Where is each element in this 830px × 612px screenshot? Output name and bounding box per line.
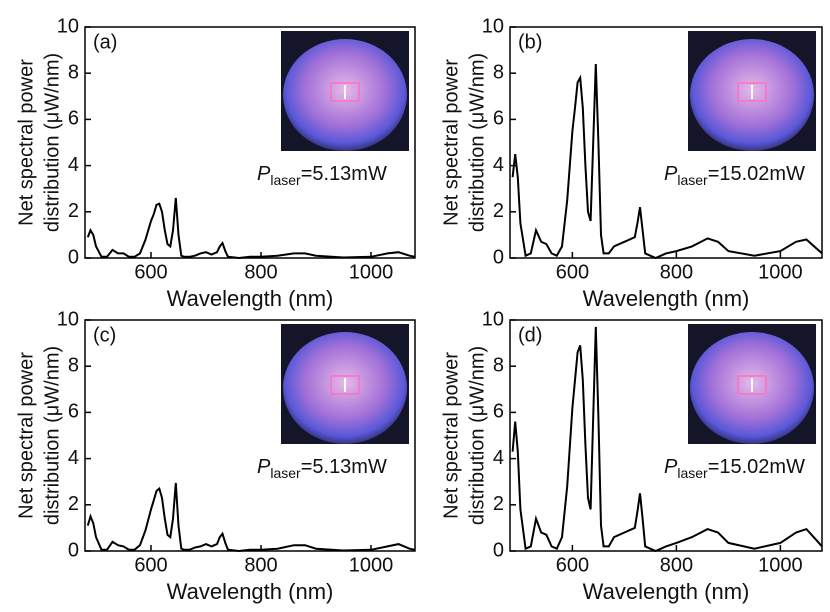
y-axis-label: distribution (μW/nm): [41, 53, 63, 232]
y-tick-label: 8: [493, 61, 504, 83]
y-tick-label: 2: [493, 200, 504, 222]
y-tick-label: 8: [68, 61, 79, 83]
power-value: =5.13mW: [301, 163, 387, 185]
x-tick-label: 1000: [349, 554, 394, 576]
y-tick-label: 6: [68, 108, 79, 130]
x-tick-label: 600: [556, 554, 589, 576]
y-axis-label: Net spectral power: [15, 352, 37, 519]
y-tick-label: 10: [482, 308, 504, 330]
power-symbol: P: [664, 456, 678, 478]
power-value: =15.02mW: [708, 456, 805, 478]
y-tick-label: 0: [493, 539, 504, 561]
power-value: =5.13mW: [301, 456, 387, 478]
power-subscript: laser: [270, 465, 301, 481]
y-tick-label: 4: [68, 447, 79, 469]
panel-label: (c): [93, 324, 116, 346]
y-tick-label: 8: [493, 354, 504, 376]
x-tick-label: 800: [244, 261, 277, 283]
spectrum-line: [511, 63, 823, 260]
x-axis-label: Wavelength (nm): [583, 579, 750, 604]
y-tick-label: 6: [493, 108, 504, 130]
spectrum-line: [511, 326, 823, 553]
power-annotation: Plaser=5.13mW: [257, 456, 387, 480]
y-tick-label: 6: [68, 401, 79, 423]
y-tick-label: 0: [493, 246, 504, 268]
y-tick-label: 0: [68, 539, 79, 561]
y-tick-label: 2: [493, 493, 504, 515]
power-subscript: laser: [677, 465, 708, 481]
power-annotation: Plaser=15.02mW: [664, 163, 805, 187]
y-tick-label: 4: [493, 154, 504, 176]
x-tick-label: 800: [244, 554, 277, 576]
panel-label: (d): [518, 324, 542, 346]
y-tick-label: 2: [68, 493, 79, 515]
power-subscript: laser: [677, 172, 708, 188]
power-symbol: P: [257, 456, 271, 478]
power-annotation: Plaser=5.13mW: [257, 163, 387, 187]
y-tick-label: 0: [68, 246, 79, 268]
y-tick-label: 10: [57, 15, 79, 37]
power-symbol: P: [664, 163, 678, 185]
plot-frame: [509, 319, 823, 552]
spectrum-line: [86, 482, 416, 553]
plot-frame: [84, 26, 416, 259]
y-tick-label: 2: [68, 200, 79, 222]
x-tick-label: 600: [134, 554, 167, 576]
y-tick-label: 10: [57, 308, 79, 330]
x-axis-label: Wavelength (nm): [583, 286, 750, 311]
y-axis-label: Net spectral power: [440, 59, 462, 226]
inset-sample: [737, 82, 767, 102]
x-tick-label: 1000: [758, 554, 803, 576]
x-tick-label: 1000: [758, 261, 803, 283]
x-tick-label: 800: [660, 261, 693, 283]
power-annotation: Plaser=15.02mW: [664, 456, 805, 480]
plot-frame: [84, 319, 416, 552]
plot-frame: [509, 26, 823, 259]
y-axis-label: distribution (μW/nm): [466, 346, 488, 525]
y-tick-label: 4: [68, 154, 79, 176]
x-tick-label: 600: [556, 261, 589, 283]
y-tick-label: 10: [482, 15, 504, 37]
y-axis-label: Net spectral power: [15, 59, 37, 226]
y-axis-label: distribution (μW/nm): [466, 53, 488, 232]
panel-label: (a): [93, 31, 117, 53]
inset-sample: [737, 375, 767, 395]
y-axis-label: distribution (μW/nm): [41, 346, 63, 525]
x-axis-label: Wavelength (nm): [167, 286, 334, 311]
y-tick-label: 4: [493, 447, 504, 469]
y-tick-label: 8: [68, 354, 79, 376]
inset-sample: [330, 375, 360, 395]
spectrum-line: [86, 197, 416, 260]
power-value: =15.02mW: [708, 163, 805, 185]
x-tick-label: 800: [660, 554, 693, 576]
x-tick-label: 600: [134, 261, 167, 283]
x-axis-label: Wavelength (nm): [167, 579, 334, 604]
x-tick-label: 1000: [349, 261, 394, 283]
power-symbol: P: [257, 163, 271, 185]
power-subscript: laser: [270, 172, 301, 188]
inset-sample: [330, 82, 360, 102]
y-axis-label: Net spectral power: [440, 352, 462, 519]
y-tick-label: 6: [493, 401, 504, 423]
panel-label: (b): [518, 31, 542, 53]
